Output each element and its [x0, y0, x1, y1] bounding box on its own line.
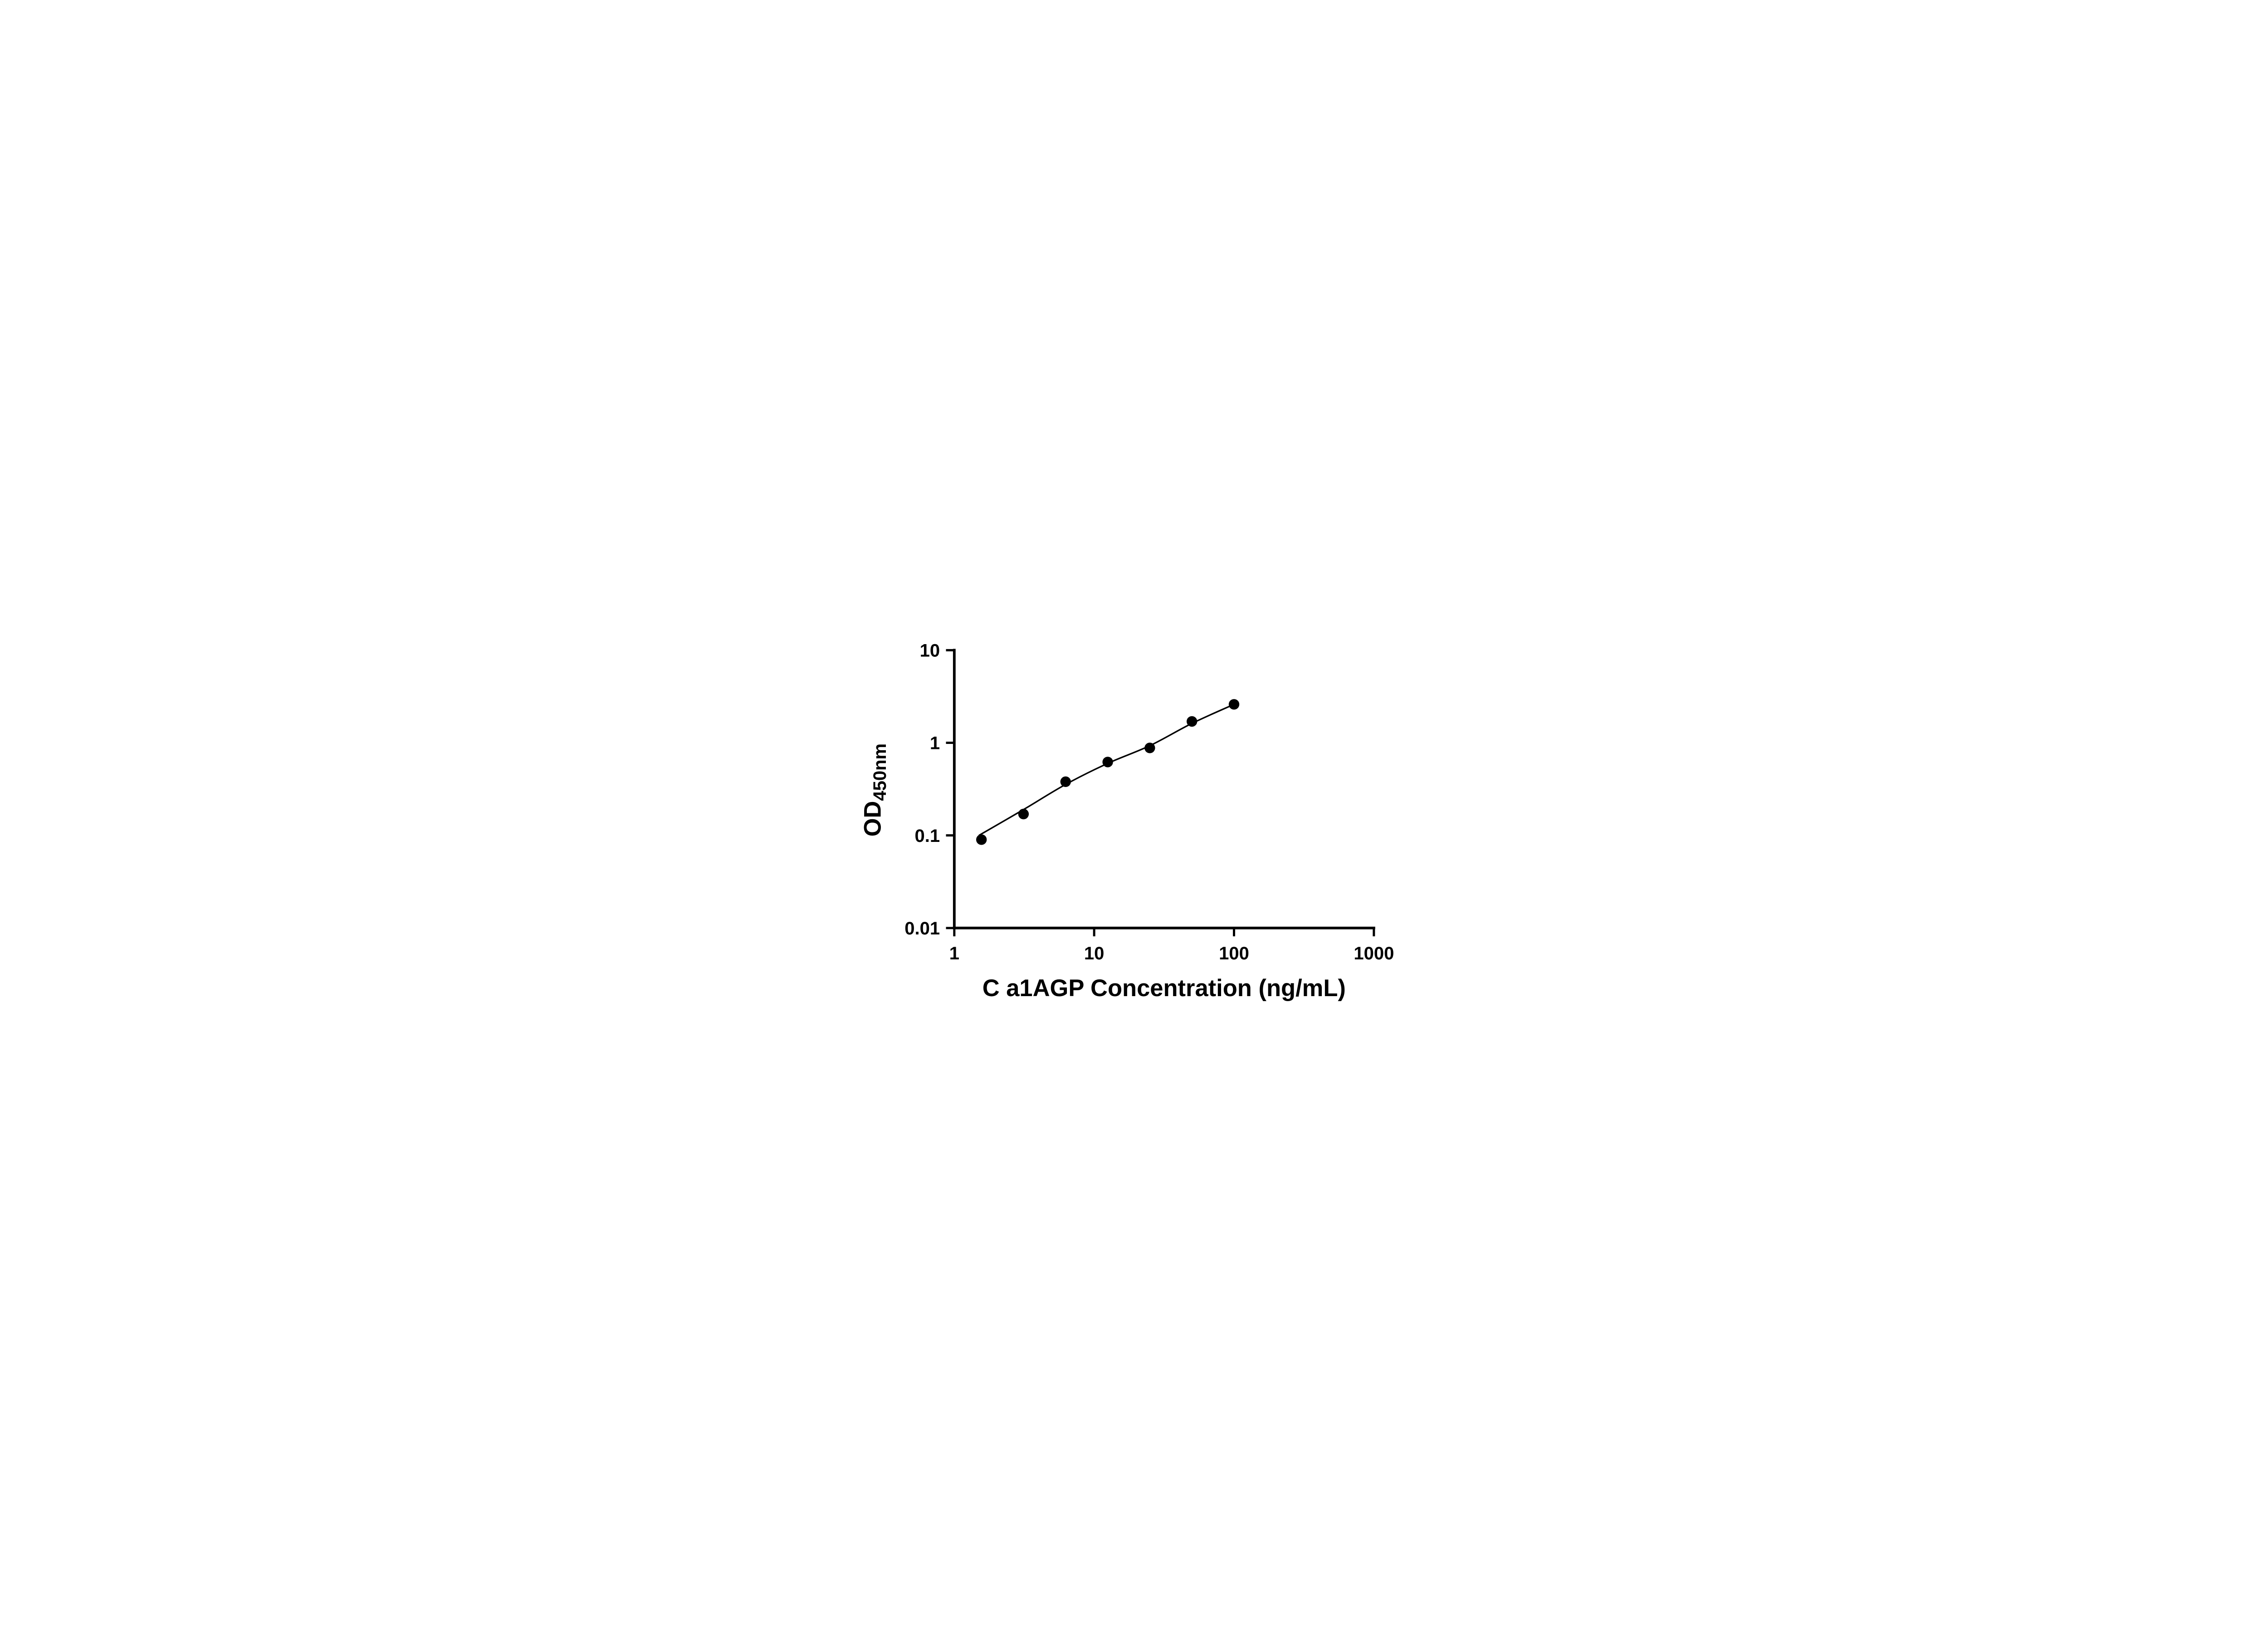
- data-point: [1060, 776, 1071, 787]
- x-tick-label: 1000: [1354, 944, 1394, 963]
- axes-spines: [953, 649, 1375, 929]
- elisa-standard-curve-figure: 0.01 0.1 1 10 1 10 100 1000 C a1AGP Concentrati…: [842, 612, 1426, 1021]
- data-point: [976, 834, 987, 845]
- y-tick-label: 0.01: [904, 919, 940, 939]
- y-axis-title-sub: 450nm: [870, 743, 890, 801]
- x-tick-label: 100: [1219, 944, 1249, 963]
- y-tick-label: 10: [919, 641, 940, 661]
- y-tick-label: 1: [929, 733, 939, 753]
- data-point: [1018, 808, 1029, 820]
- data-point: [1102, 757, 1113, 768]
- data-point: [1144, 743, 1155, 753]
- data-point: [1186, 716, 1197, 727]
- x-tick-label: 1: [949, 944, 959, 963]
- data-point: [1228, 699, 1239, 710]
- y-tick-label: 0.1: [914, 826, 940, 846]
- y-axis-title: OD450nm: [859, 743, 890, 837]
- x-tick-label: 10: [1084, 944, 1104, 963]
- y-axis-title-main: OD: [859, 801, 886, 837]
- plot-area: 0.01 0.1 1 10 1 10 100 1000: [904, 641, 1394, 964]
- x-axis-title: C a1AGP Concentration (ng/mL): [982, 975, 1345, 1002]
- standard-curve-chart: 0.01 0.1 1 10 1 10 100 1000 C a1AGP Concentrati…: [859, 641, 1394, 1002]
